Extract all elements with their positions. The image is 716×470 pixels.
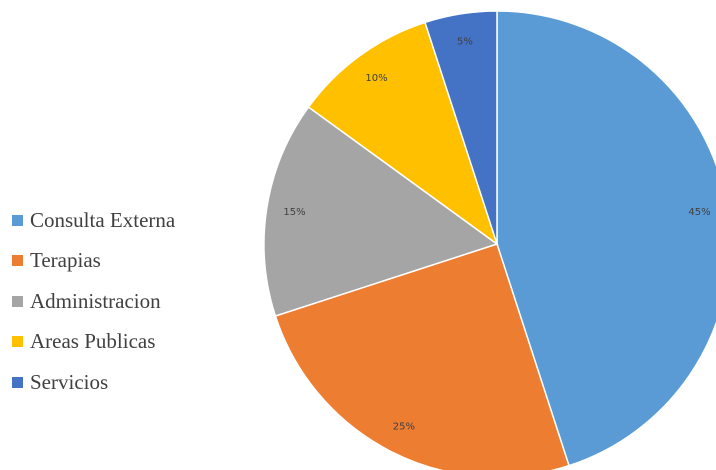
pie-slices	[263, 10, 716, 470]
legend-item-terapias: Terapias	[12, 241, 175, 282]
legend-label: Consulta Externa	[30, 207, 176, 232]
legend-swatch	[12, 336, 23, 348]
legend-swatch	[12, 255, 23, 267]
pie-slice-terapias	[274, 243, 570, 470]
legend-item-consulta-externa: Consulta Externa	[12, 200, 175, 241]
pie-slice-administracion	[263, 106, 499, 317]
pie-label-areas-publicas: 10%	[365, 73, 387, 84]
legend-item-areas-publicas: Areas Publicas	[12, 322, 175, 363]
legend-item-servicios: Servicios	[12, 362, 175, 403]
pie-label-terapias: 25%	[393, 422, 415, 433]
pie-data-labels: 45% 25% 15% 10% 5%	[283, 37, 710, 433]
legend-label: Servicios	[30, 369, 109, 394]
chart-legend: Consulta Externa Terapias Administracion…	[12, 200, 175, 403]
legend-label: Administracion	[30, 288, 161, 313]
legend-swatch	[12, 376, 23, 388]
legend-label: Areas Publicas	[30, 329, 156, 354]
pie-slice-consulta-externa	[496, 10, 716, 467]
pie-slice-areas-publicas	[307, 21, 499, 246]
legend-swatch	[12, 295, 23, 307]
pie-label-consulta-externa: 45%	[688, 207, 710, 218]
pie-label-servicios: 5%	[457, 37, 473, 48]
pie-slice-servicios	[424, 10, 498, 245]
legend-item-administracion: Administracion	[12, 281, 175, 322]
legend-swatch	[12, 214, 23, 226]
pie-label-administracion: 15%	[283, 207, 305, 218]
legend-label: Terapias	[30, 248, 101, 273]
